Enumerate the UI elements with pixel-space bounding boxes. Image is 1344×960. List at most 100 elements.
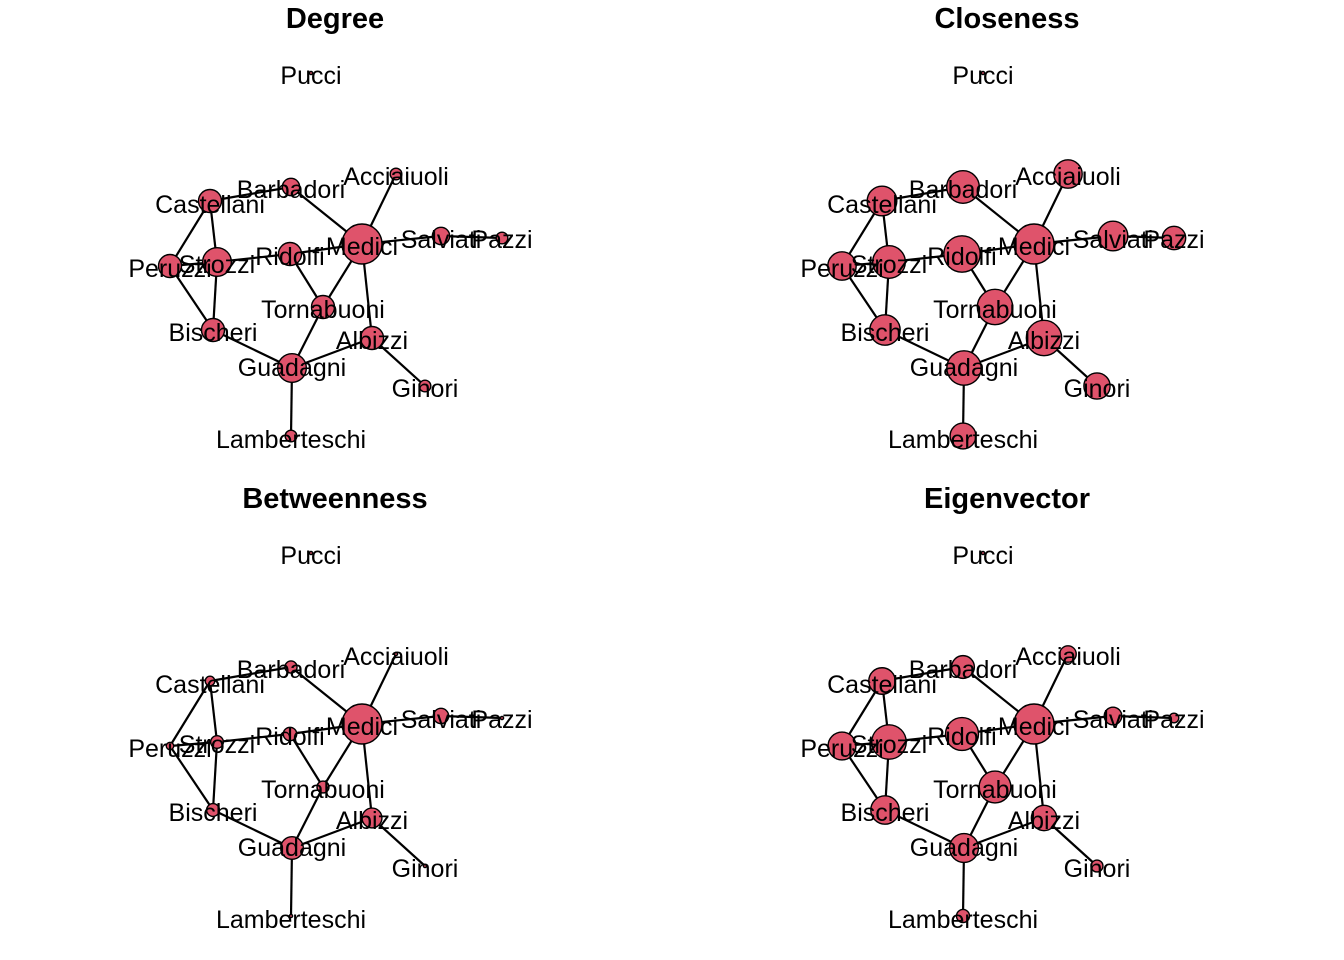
node-ridolfi bbox=[277, 241, 303, 267]
node-tornabuoni bbox=[978, 770, 1012, 804]
node-label-ginori: Ginori bbox=[1064, 375, 1131, 403]
nodes bbox=[157, 70, 509, 443]
node-label-pucci: Pucci bbox=[952, 62, 1013, 90]
panel-closeness: Closeness Pucci AcciaiuoliBarbadoriCastell… bbox=[800, 3, 1204, 454]
node-ridolfi bbox=[943, 235, 981, 273]
node-label-strozzi: Strozzi bbox=[179, 731, 255, 759]
node-label-acciaiuoli: Acciaiuoli bbox=[343, 163, 449, 191]
node-label-tornabuoni: Tornabuoni bbox=[261, 296, 385, 324]
node-label-tornabuoni: Tornabuoni bbox=[933, 296, 1057, 324]
node-tornabuoni bbox=[310, 294, 336, 320]
node-barbadori bbox=[281, 177, 301, 197]
node-label-ginori: Ginori bbox=[392, 855, 459, 883]
edge-albizzi-guadagni bbox=[291, 816, 373, 850]
node-label-bischeri: Bischeri bbox=[169, 319, 258, 347]
node-salviati bbox=[1097, 220, 1129, 252]
node-label-pazzi: Pazzi bbox=[1143, 706, 1204, 734]
edge-castellani-peruzzi bbox=[169, 200, 211, 267]
edge-salviati-pazzi bbox=[1112, 714, 1175, 720]
node-label-salviati: Salviati bbox=[401, 706, 482, 734]
node-peruzzi bbox=[157, 253, 183, 279]
node-label-bischeri: Bischeri bbox=[841, 319, 930, 347]
node-ridolfi bbox=[944, 716, 980, 752]
node-castellani bbox=[868, 667, 896, 695]
node-label-peruzzi: Peruzzi bbox=[800, 735, 883, 763]
node-acciaiuoli bbox=[389, 167, 403, 181]
node-pucci bbox=[980, 550, 986, 556]
node-label-albizzi: Albizzi bbox=[1008, 807, 1080, 835]
node-label-acciaiuoli: Acciaiuoli bbox=[343, 643, 449, 671]
node-ginori bbox=[1083, 372, 1111, 400]
node-label-salviati: Salviati bbox=[401, 226, 482, 254]
node-label-lamberteschi: Lamberteschi bbox=[888, 906, 1038, 934]
node-label-strozzi: Strozzi bbox=[851, 251, 927, 279]
node-label-peruzzi: Peruzzi bbox=[800, 255, 883, 283]
node-label-ridolfi: Ridolfi bbox=[927, 723, 996, 751]
edge-strozzi-bischeri bbox=[211, 741, 219, 811]
node-pazzi bbox=[1161, 225, 1187, 251]
nodes bbox=[827, 550, 1180, 924]
node-pucci bbox=[308, 70, 314, 76]
node-label-acciaiuoli: Acciaiuoli bbox=[1015, 163, 1121, 191]
node-medici bbox=[1013, 703, 1055, 745]
edge-albizzi-ginori bbox=[371, 817, 426, 867]
node-label-peruzzi: Peruzzi bbox=[128, 735, 211, 763]
node-label-salviati: Salviati bbox=[1073, 226, 1154, 254]
node-label-barbadori: Barbadori bbox=[237, 176, 345, 204]
node-pazzi bbox=[1168, 712, 1180, 724]
node-label-strozzi: Strozzi bbox=[851, 731, 927, 759]
node-tornabuoni bbox=[316, 780, 330, 794]
node-label-pazzi: Pazzi bbox=[471, 226, 532, 254]
node-label-barbadori: Barbadori bbox=[909, 656, 1017, 684]
node-salviati bbox=[431, 226, 451, 246]
node-label-tornabuoni: Tornabuoni bbox=[933, 776, 1057, 804]
edge-salviati-pazzi bbox=[440, 714, 503, 720]
node-barbadori bbox=[950, 654, 976, 680]
panel-eigenvector: Eigenvector Pucci AcciaiuoliBarbadoriCaste… bbox=[800, 483, 1204, 934]
node-label-bischeri: Bischeri bbox=[841, 799, 930, 827]
node-label-medici: Medici bbox=[326, 713, 398, 741]
node-label-guadagni: Guadagni bbox=[238, 354, 346, 382]
node-lamberteschi bbox=[949, 422, 977, 450]
node-guadagni bbox=[946, 350, 982, 386]
node-ginori bbox=[1090, 859, 1104, 873]
node-acciaiuoli bbox=[1059, 645, 1077, 663]
node-guadagni bbox=[280, 836, 304, 860]
node-castellani bbox=[197, 188, 223, 214]
node-label-guadagni: Guadagni bbox=[238, 834, 346, 862]
node-lamberteschi bbox=[955, 908, 971, 924]
node-label-barbadori: Barbadori bbox=[909, 176, 1017, 204]
node-label-guadagni: Guadagni bbox=[910, 834, 1018, 862]
node-label-tornabuoni: Tornabuoni bbox=[261, 776, 385, 804]
node-label-ridolfi: Ridolfi bbox=[927, 243, 996, 271]
node-ginori bbox=[422, 863, 428, 869]
node-label-pucci: Pucci bbox=[952, 542, 1013, 570]
edge-bischeri-guadagni bbox=[212, 809, 293, 849]
node-label-castellani: Castellani bbox=[827, 671, 937, 699]
node-peruzzi bbox=[827, 731, 857, 761]
node-strozzi bbox=[209, 734, 225, 750]
node-ridolfi bbox=[282, 726, 298, 742]
node-label-albizzi: Albizzi bbox=[336, 327, 408, 355]
edge-castellani-peruzzi bbox=[169, 680, 211, 747]
node-albizzi bbox=[1025, 319, 1063, 357]
node-label-albizzi: Albizzi bbox=[1008, 327, 1080, 355]
edge-peruzzi-strozzi bbox=[169, 740, 218, 748]
panel-degree: Degree Pucci AcciaiuoliBarbadoriCastellani… bbox=[128, 3, 532, 454]
node-tornabuoni bbox=[976, 288, 1014, 326]
node-pazzi bbox=[495, 231, 509, 245]
nodes bbox=[827, 70, 1187, 450]
panel-title: Closeness bbox=[934, 3, 1079, 35]
node-acciaiuoli bbox=[1053, 159, 1083, 189]
node-label-ginori: Ginori bbox=[392, 375, 459, 403]
node-lamberteschi bbox=[288, 913, 294, 919]
node-label-lamberteschi: Lamberteschi bbox=[216, 426, 366, 454]
node-label-ridolfi: Ridolfi bbox=[255, 243, 324, 271]
node-pazzi bbox=[499, 715, 505, 721]
node-label-lamberteschi: Lamberteschi bbox=[888, 426, 1038, 454]
node-label-castellani: Castellani bbox=[155, 671, 265, 699]
edge-peruzzi-bischeri bbox=[169, 745, 214, 811]
node-medici bbox=[341, 703, 383, 745]
